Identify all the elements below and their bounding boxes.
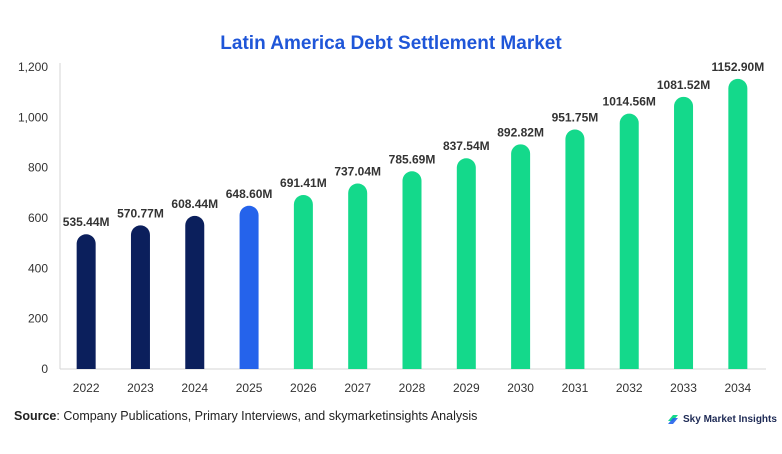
source-note: Source: Company Publications, Primary In… <box>14 409 477 423</box>
x-tick-label: 2027 <box>344 381 371 395</box>
x-tick-label: 2029 <box>453 381 480 395</box>
data-label: 570.77M <box>117 206 164 220</box>
bar <box>619 113 639 369</box>
x-tick-label: 2026 <box>290 381 317 395</box>
bar <box>76 234 96 369</box>
x-tick-label: 2023 <box>127 381 154 395</box>
bar <box>728 78 748 369</box>
x-tick-label: 2031 <box>562 381 589 395</box>
brand-logo-icon <box>668 415 678 424</box>
source-text: : Company Publications, Primary Intervie… <box>56 409 478 423</box>
bar <box>239 205 259 369</box>
x-tick-label: 2028 <box>399 381 426 395</box>
chart-bars <box>76 78 748 369</box>
x-tick-label: 2022 <box>73 381 100 395</box>
data-label: 1081.52M <box>657 78 710 92</box>
source-label: Source <box>14 409 57 423</box>
data-label: 785.69M <box>389 152 436 166</box>
data-label: 1152.90M <box>711 60 764 74</box>
y-tick-label: 1,200 <box>18 60 48 74</box>
chart-data-labels: 535.44M 570.77M 608.44M 648.60M 691.41M 737.0… <box>63 60 764 229</box>
bar <box>456 158 476 369</box>
x-tick-label: 2033 <box>670 381 697 395</box>
y-tick-label: 800 <box>28 161 48 175</box>
chart-axes: 0 200 400 600 800 1,000 1,200 2022 2023 2024 2025 2… <box>18 60 766 395</box>
bar <box>348 183 368 369</box>
data-label: 951.75M <box>552 110 599 124</box>
y-tick-label: 200 <box>28 312 48 326</box>
data-label: 837.54M <box>443 139 490 153</box>
bar <box>402 171 422 369</box>
x-tick-label: 2024 <box>181 381 208 395</box>
bar <box>674 96 694 369</box>
brand-name: Sky Market Insights <box>683 413 777 425</box>
x-tick-label: 2034 <box>724 381 751 395</box>
data-label: 608.44M <box>171 197 218 211</box>
data-label: 648.60M <box>226 187 273 201</box>
x-tick-label: 2025 <box>236 381 263 395</box>
bar <box>511 144 531 369</box>
data-label: 691.41M <box>280 176 327 190</box>
chart-title: Latin America Debt Settlement Market <box>220 33 562 54</box>
x-tick-label: 2030 <box>507 381 534 395</box>
bar <box>130 225 150 369</box>
data-label: 892.82M <box>497 125 544 139</box>
y-tick-label: 400 <box>28 261 48 275</box>
data-label: 1014.56M <box>603 95 656 109</box>
bar <box>185 215 205 369</box>
y-tick-label: 0 <box>41 362 48 376</box>
brand-logo: Sky Market Insights <box>666 412 777 426</box>
x-tick-label: 2032 <box>616 381 643 395</box>
data-label: 737.04M <box>334 165 381 179</box>
y-tick-label: 600 <box>28 211 48 225</box>
bar <box>565 129 585 369</box>
y-tick-label: 1,000 <box>18 110 48 124</box>
data-label: 535.44M <box>63 215 110 229</box>
bar <box>293 194 313 369</box>
